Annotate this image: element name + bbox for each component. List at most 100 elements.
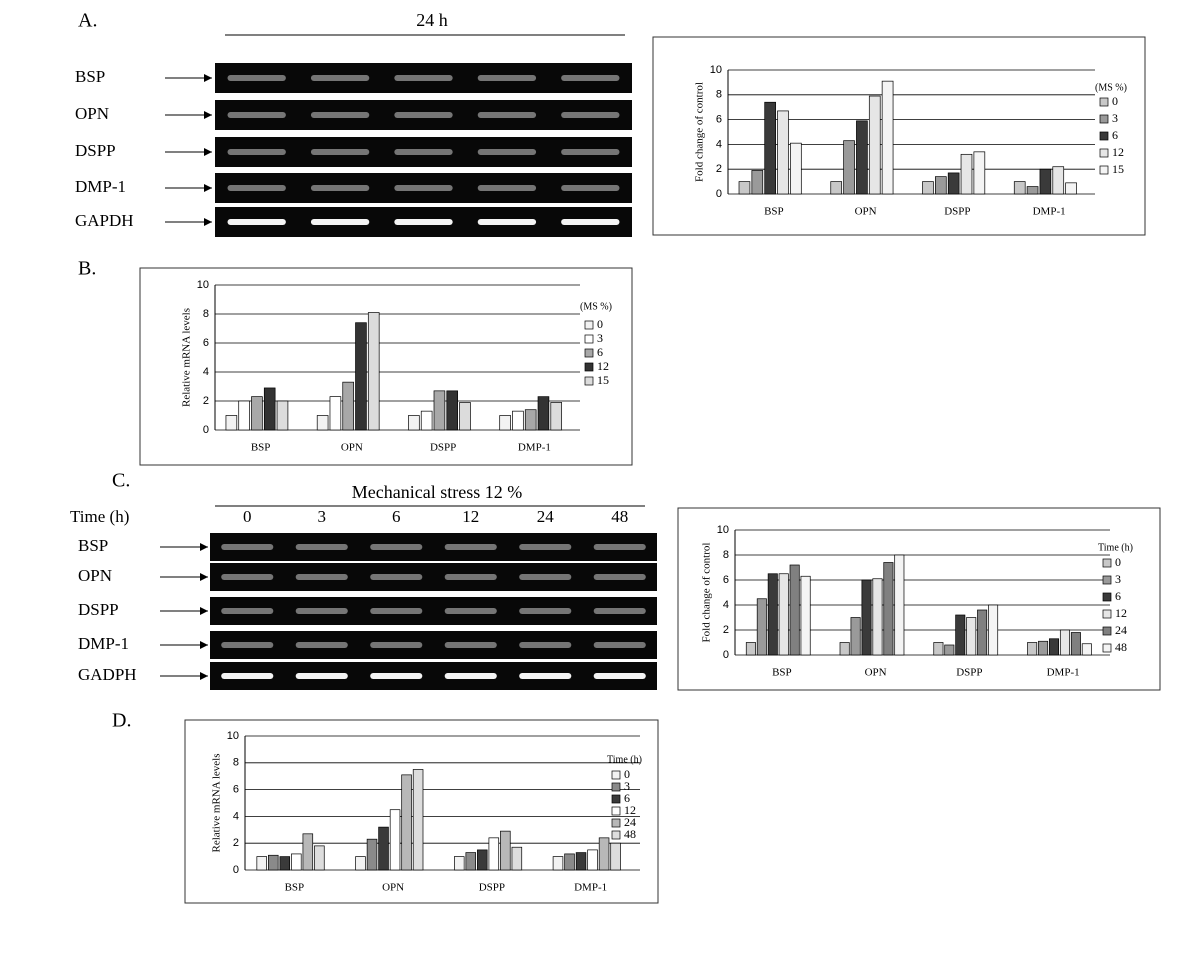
x-tick-label: BSP xyxy=(772,667,792,679)
gel-title: Mechanical stress 12 % xyxy=(352,482,522,502)
gel-band xyxy=(561,112,620,118)
y-tick-label: 0 xyxy=(233,864,239,876)
y-tick-label: 8 xyxy=(203,308,209,320)
bar xyxy=(552,856,564,871)
gel-band xyxy=(370,642,423,648)
gel-band xyxy=(227,185,286,191)
legend-label: 0 xyxy=(624,767,630,781)
y-tick-label: 10 xyxy=(710,64,722,76)
bar xyxy=(856,120,868,195)
gel-band xyxy=(394,185,453,191)
bar xyxy=(342,381,354,431)
bar xyxy=(1039,168,1052,195)
gel-band xyxy=(444,544,497,550)
x-tick-label: OPN xyxy=(855,206,877,218)
gel-strip xyxy=(210,662,657,690)
bar xyxy=(830,181,843,195)
gel-band xyxy=(370,574,423,580)
gel-strip xyxy=(210,631,657,659)
x-tick-label: DSPP xyxy=(944,206,970,218)
x-tick-label: OPN xyxy=(382,882,404,894)
x-tick-label: DMP-1 xyxy=(574,882,607,894)
bar xyxy=(883,562,894,656)
y-axis-label: Fold change of control xyxy=(694,82,706,182)
gel-band xyxy=(593,544,646,550)
arrow-head xyxy=(204,218,212,226)
y-tick-label: 0 xyxy=(716,188,722,200)
gel-band xyxy=(295,673,348,679)
legend-swatch xyxy=(1099,165,1109,175)
legend-swatch xyxy=(611,794,621,804)
gel-band xyxy=(593,574,646,580)
bar xyxy=(251,396,263,431)
arrow-head xyxy=(200,573,208,581)
bar xyxy=(238,400,250,431)
legend-swatch xyxy=(1102,626,1112,636)
y-tick-label: 6 xyxy=(203,337,209,349)
legend-label: 24 xyxy=(1115,623,1127,637)
legend-label: 3 xyxy=(1112,111,1118,125)
gel-band xyxy=(477,219,537,225)
legend-label: 6 xyxy=(597,345,603,359)
legend-swatch xyxy=(1102,609,1112,619)
bar xyxy=(499,415,511,431)
gel-row-label: OPN xyxy=(78,566,112,585)
lane-label: 12 xyxy=(462,507,479,526)
legend-label: 6 xyxy=(1115,589,1121,603)
legend-label: 15 xyxy=(1112,162,1124,176)
bar xyxy=(225,415,238,431)
bar xyxy=(756,598,767,656)
bar xyxy=(960,153,973,195)
legend-swatch xyxy=(1099,131,1109,141)
legend-label: 12 xyxy=(1115,606,1127,620)
bar xyxy=(843,140,855,195)
legend-swatch xyxy=(611,770,621,780)
bar xyxy=(459,402,471,431)
legend-label: 3 xyxy=(624,779,630,793)
x-tick-label: DMP-1 xyxy=(518,442,551,454)
x-tick-label: OPN xyxy=(341,442,363,454)
legend-title: (MS %) xyxy=(1095,82,1127,93)
legend-label: 0 xyxy=(1115,555,1121,569)
panel-label: B. xyxy=(78,258,96,280)
bar xyxy=(433,390,446,431)
lane-label: 0 xyxy=(243,507,252,526)
bar xyxy=(366,838,378,871)
y-axis-label: Relative mRNA levels xyxy=(211,754,223,853)
panel-label: C. xyxy=(112,470,130,492)
gel-band xyxy=(394,112,453,118)
bar xyxy=(738,181,751,195)
gel-band xyxy=(310,75,370,81)
bar xyxy=(1070,632,1081,656)
gel-band xyxy=(221,574,274,580)
legend-swatch xyxy=(1099,97,1109,107)
bar xyxy=(420,410,433,431)
bar xyxy=(291,853,302,871)
bar xyxy=(947,172,960,195)
bar xyxy=(256,856,267,871)
gel-band xyxy=(519,608,572,614)
legend-label: 48 xyxy=(624,827,636,841)
gel-band xyxy=(477,185,537,191)
gel-band xyxy=(295,544,348,550)
bar xyxy=(367,312,380,431)
x-tick-label: DSPP xyxy=(956,667,982,679)
bar xyxy=(751,170,764,195)
legend-label: 6 xyxy=(1112,128,1118,142)
time-label: Time (h) xyxy=(70,507,129,526)
chart-frame xyxy=(184,719,659,904)
bar xyxy=(1013,181,1026,195)
bar xyxy=(389,809,401,871)
bar xyxy=(524,409,537,431)
legend-label: 15 xyxy=(597,373,609,387)
bar xyxy=(850,617,861,656)
y-tick-label: 0 xyxy=(203,424,209,436)
bar xyxy=(790,142,802,195)
legend-label: 48 xyxy=(1115,640,1127,654)
bar xyxy=(1038,640,1049,656)
gel-band xyxy=(310,149,370,155)
arrow-head xyxy=(204,184,212,192)
y-tick-label: 10 xyxy=(227,730,239,742)
legend-swatch xyxy=(1102,643,1112,653)
